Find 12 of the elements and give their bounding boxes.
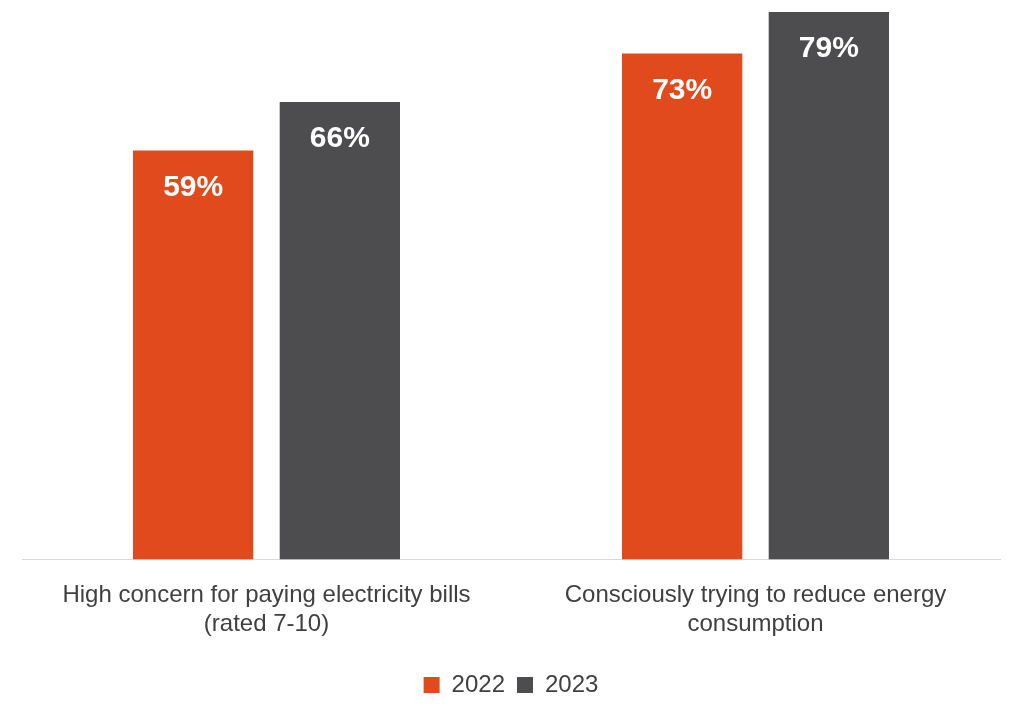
x-tick-label: High concern for paying electricity bills (rated 7-10) — [62, 580, 471, 637]
bar — [768, 11, 889, 560]
data-label: 79% — [798, 30, 859, 64]
bar — [279, 102, 400, 560]
data-label: 59% — [163, 168, 224, 202]
bar — [133, 150, 254, 560]
data-label: 73% — [652, 71, 713, 105]
legend-label: 2023 — [545, 669, 599, 697]
x-tick-label: Consciously trying to reduce energy consumption — [564, 580, 947, 637]
bar — [622, 53, 743, 560]
data-label: 66% — [309, 120, 370, 154]
legend-label: 2022 — [451, 669, 505, 697]
